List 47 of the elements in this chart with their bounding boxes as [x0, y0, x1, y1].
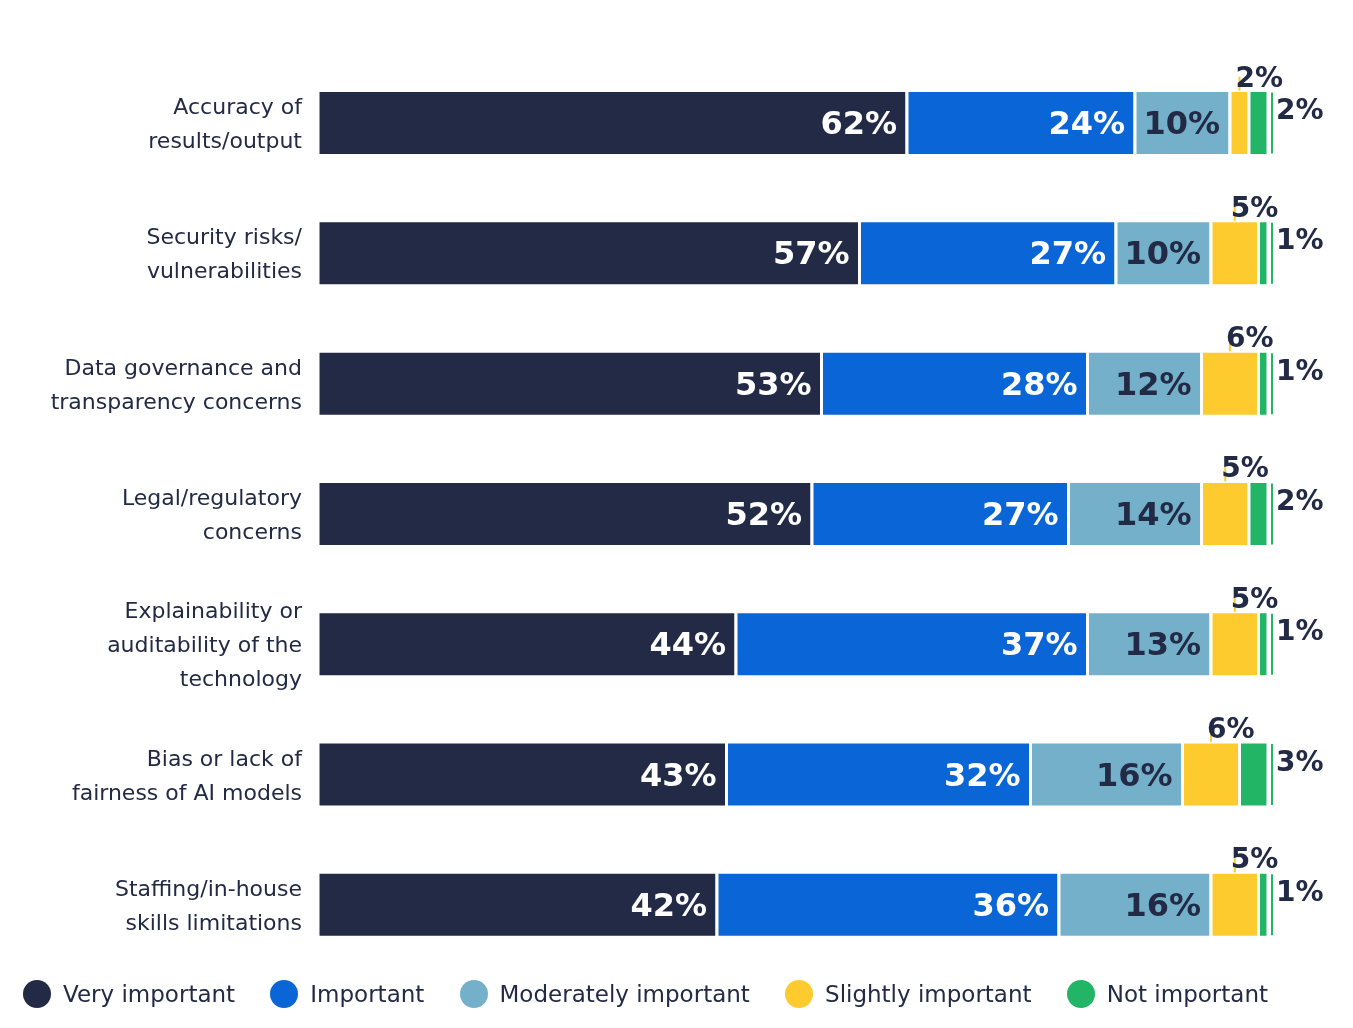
data-label: 16%	[1124, 885, 1201, 924]
y-tick-label: Legal/regulatory concerns	[121, 485, 302, 544]
data-label: 1%	[1276, 614, 1324, 648]
data-label: 16%	[1095, 755, 1173, 794]
data-label: 5%	[1230, 581, 1279, 615]
data-label: 62%	[820, 104, 897, 143]
data-label: 6%	[1226, 321, 1274, 355]
legend-label: Slightly important	[824, 980, 1032, 1008]
data-label: 6%	[1207, 712, 1255, 745]
data-label: 44%	[649, 625, 726, 664]
data-label: 1%	[1276, 874, 1324, 908]
data-label: 3%	[1276, 744, 1324, 778]
data-label: 1%	[1276, 223, 1324, 257]
data-label: 10%	[1124, 234, 1201, 273]
data-label: 24%	[1048, 104, 1125, 143]
data-label: 2%	[1276, 483, 1324, 517]
data-label: 1%	[1276, 353, 1324, 387]
legend-label: Not important	[1105, 980, 1268, 1008]
data-label: 28%	[1000, 364, 1078, 403]
y-tick-label: Staffing/in-house skills limitations	[115, 875, 302, 935]
data-label: 5%	[1221, 451, 1269, 485]
data-label: 14%	[1114, 494, 1192, 533]
y-tick-label: Bias or lack of fairness of AI models	[71, 745, 304, 805]
y-tick-label: Data governance and transparency concerns	[50, 354, 302, 414]
y-tick-label: Security risks/ vulnerabilities	[146, 224, 303, 284]
data-label: 52%	[725, 494, 802, 533]
data-label: 36%	[972, 885, 1049, 924]
y-tick-label: Accuracy of results/output	[148, 94, 304, 154]
data-label: 10%	[1143, 104, 1220, 143]
data-label: 5%	[1230, 842, 1279, 876]
legend-label: Very important	[62, 980, 236, 1008]
data-label: 13%	[1124, 625, 1201, 664]
legend-label: Important	[309, 980, 425, 1008]
data-label: 53%	[734, 364, 812, 403]
data-label: 37%	[1000, 625, 1078, 664]
data-label: 5%	[1230, 190, 1279, 224]
data-label: 42%	[630, 885, 707, 924]
y-tick-label: Explainability or auditability of the technology	[107, 598, 303, 692]
data-label: 27%	[1029, 234, 1106, 273]
legend-label: Moderately important	[498, 980, 750, 1008]
data-label: 57%	[772, 234, 850, 273]
data-label: 12%	[1114, 364, 1192, 403]
data-label: 2%	[1276, 93, 1324, 127]
data-label: 43%	[639, 755, 717, 794]
data-label: 32%	[943, 755, 1021, 794]
data-label: 2%	[1235, 60, 1284, 94]
data-label: 27%	[981, 494, 1059, 533]
